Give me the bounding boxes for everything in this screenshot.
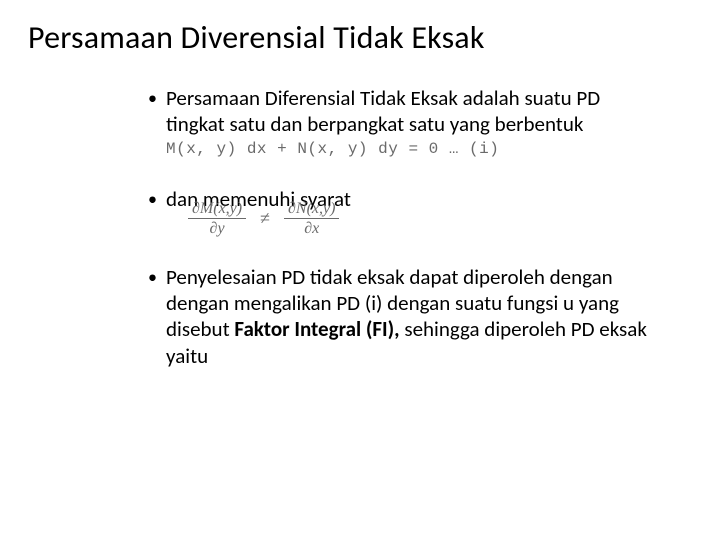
bullet-text: Penyelesaian PD tidak eksak dapat dipero… [166,264,652,369]
not-equal-icon: ≠ [260,208,270,229]
slide-body: • Persamaan Diferensial Tidak Eksak adal… [28,85,692,369]
bullet-marker: • [148,264,166,289]
fraction-left: ∂M(x,y) ∂y [188,200,246,238]
fraction-denominator: ∂y [206,219,229,238]
bullet-item: • dan memenuhi syarat ∂M(x,y) ∂y ≠ ∂N(x,… [148,186,652,238]
fraction-numerator: ∂N(x,y) [284,200,339,220]
slide-title: Persamaan Diverensial Tidak Eksak [28,18,692,57]
bullet-marker: • [148,186,166,211]
equation-mono: M(x, y) dx + N(x, y) dy = 0 … (i) [148,140,652,158]
bullet-text: Persamaan Diferensial Tidak Eksak adalah… [166,85,652,138]
text-bold: Faktor Integral (FI), [234,316,399,342]
bullet-marker: • [148,85,166,110]
bullet-item: • Persamaan Diferensial Tidak Eksak adal… [148,85,652,158]
bullet-item: • Penyelesaian PD tidak eksak dapat dipe… [148,264,652,369]
fraction-right: ∂N(x,y) ∂x [284,200,339,238]
fraction-denominator: ∂x [300,219,323,238]
fraction-numerator: ∂M(x,y) [188,200,246,220]
